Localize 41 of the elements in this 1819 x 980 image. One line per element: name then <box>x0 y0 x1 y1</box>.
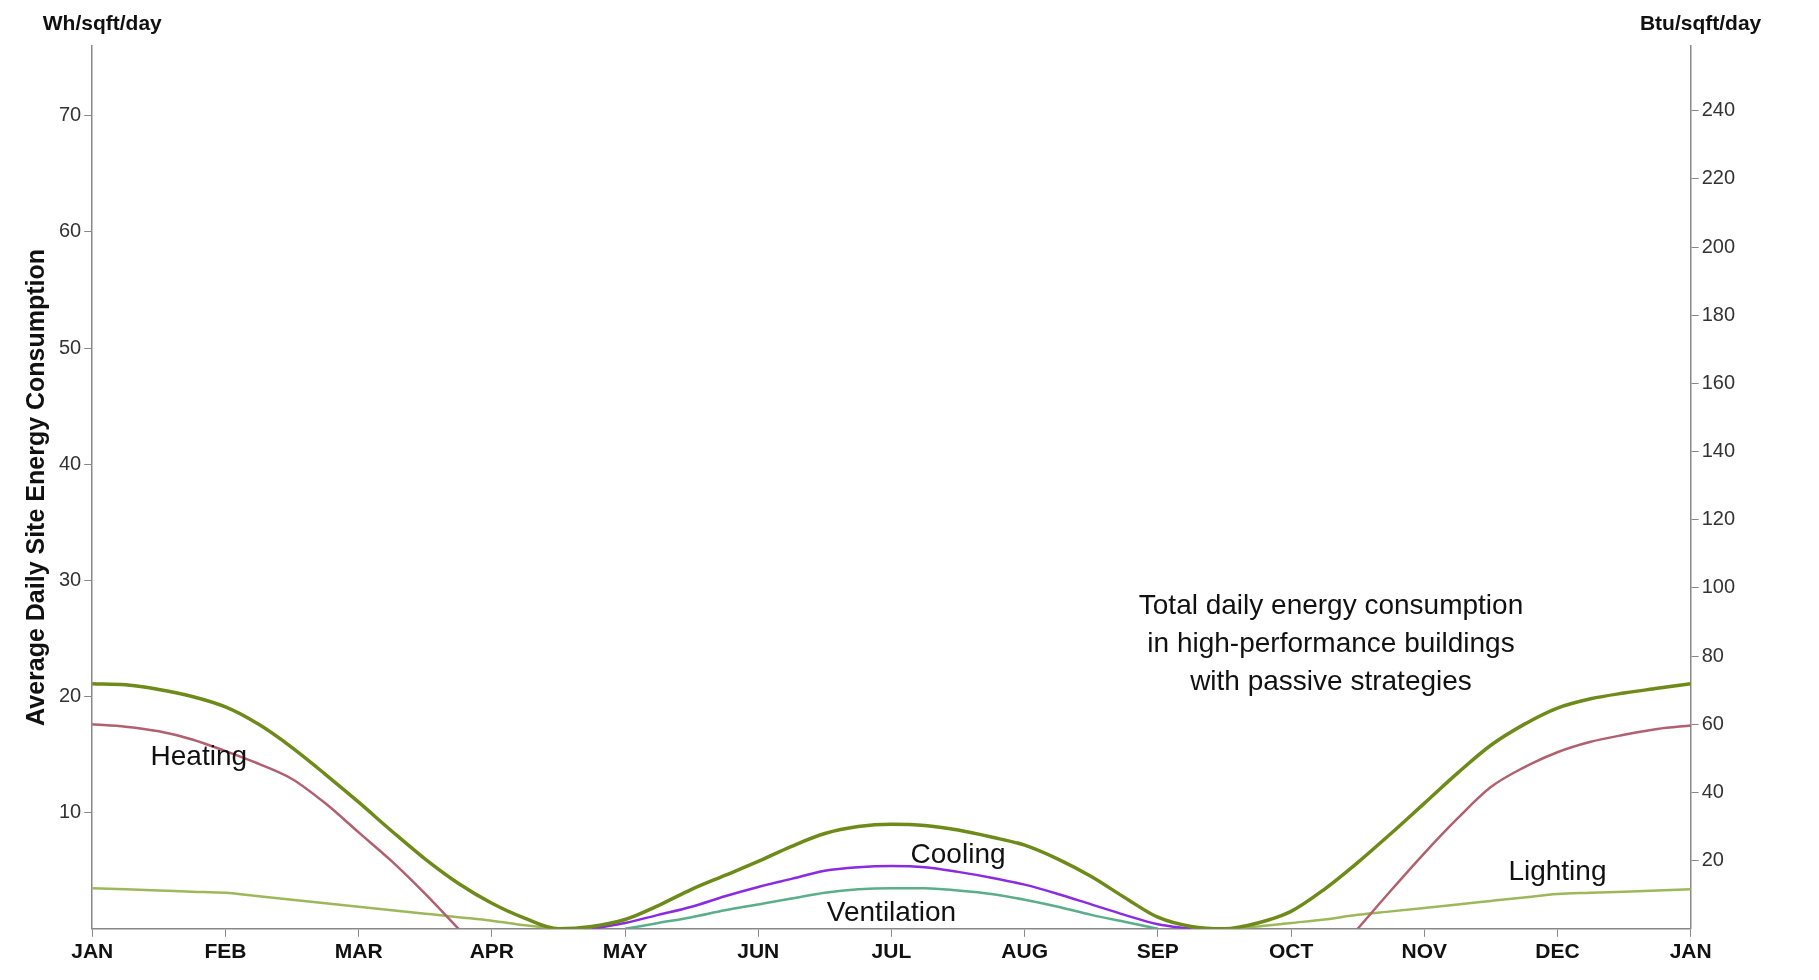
y2-tick-label: 200 <box>1701 234 1736 257</box>
x-tick-label: AUG <box>1001 939 1048 963</box>
x-tick-label: SEP <box>1136 939 1179 963</box>
y-tick-label: 40 <box>59 451 82 474</box>
y-tick-label: 70 <box>59 103 82 126</box>
y-tick-label: 10 <box>59 800 82 823</box>
y2-tick-label: 180 <box>1701 302 1736 325</box>
y2-tick-label: 80 <box>1701 643 1724 666</box>
x-tick-label: DEC <box>1535 939 1580 963</box>
y2-tick-label: 160 <box>1701 370 1736 393</box>
x-tick-label: JAN <box>71 939 114 963</box>
x-tick-label: OCT <box>1268 939 1314 963</box>
y2-tick-label: 20 <box>1701 848 1724 871</box>
x-tick-label: JAN <box>1669 939 1712 963</box>
series-label: Lighting <box>1508 854 1607 886</box>
series-label: Heating <box>150 739 248 771</box>
x-tick-label: FEB <box>204 939 247 963</box>
y-tick-label: 50 <box>59 335 82 358</box>
y-tick-label: 20 <box>59 684 82 706</box>
series-label: Cooling <box>910 838 1006 870</box>
x-tick-label: MAY <box>602 939 648 963</box>
x-tick-label: JUN <box>737 939 780 963</box>
y-axis-title: Average Daily Site Energy Consumption <box>20 248 49 726</box>
x-tick-label: APR <box>469 939 515 963</box>
series-label: Ventilation <box>826 896 957 928</box>
y-tick-label: 60 <box>59 219 82 242</box>
line-series <box>623 886 1160 929</box>
y2-tick-label: 220 <box>1701 166 1736 189</box>
y2-axis-title: Btu/sqft/day <box>1639 11 1762 35</box>
series-label: Total daily energy consumption in high-performance buildings with passive strategies <box>1138 588 1524 696</box>
x-tick-label: JUL <box>871 939 912 963</box>
y2-tick-label: 100 <box>1701 575 1736 598</box>
x-tick-label: MAR <box>334 939 383 963</box>
y2-tick-label: 60 <box>1701 711 1724 734</box>
x-tick-label: NOV <box>1401 939 1447 963</box>
y2-tick-label: 40 <box>1701 779 1724 802</box>
y-tick-label: 30 <box>59 567 82 590</box>
y2-tick-label: 240 <box>1701 98 1736 121</box>
y2-tick-label: 120 <box>1701 507 1736 530</box>
y2-tick-label: 140 <box>1701 439 1736 462</box>
text: Wh/sqft/day <box>42 11 163 35</box>
